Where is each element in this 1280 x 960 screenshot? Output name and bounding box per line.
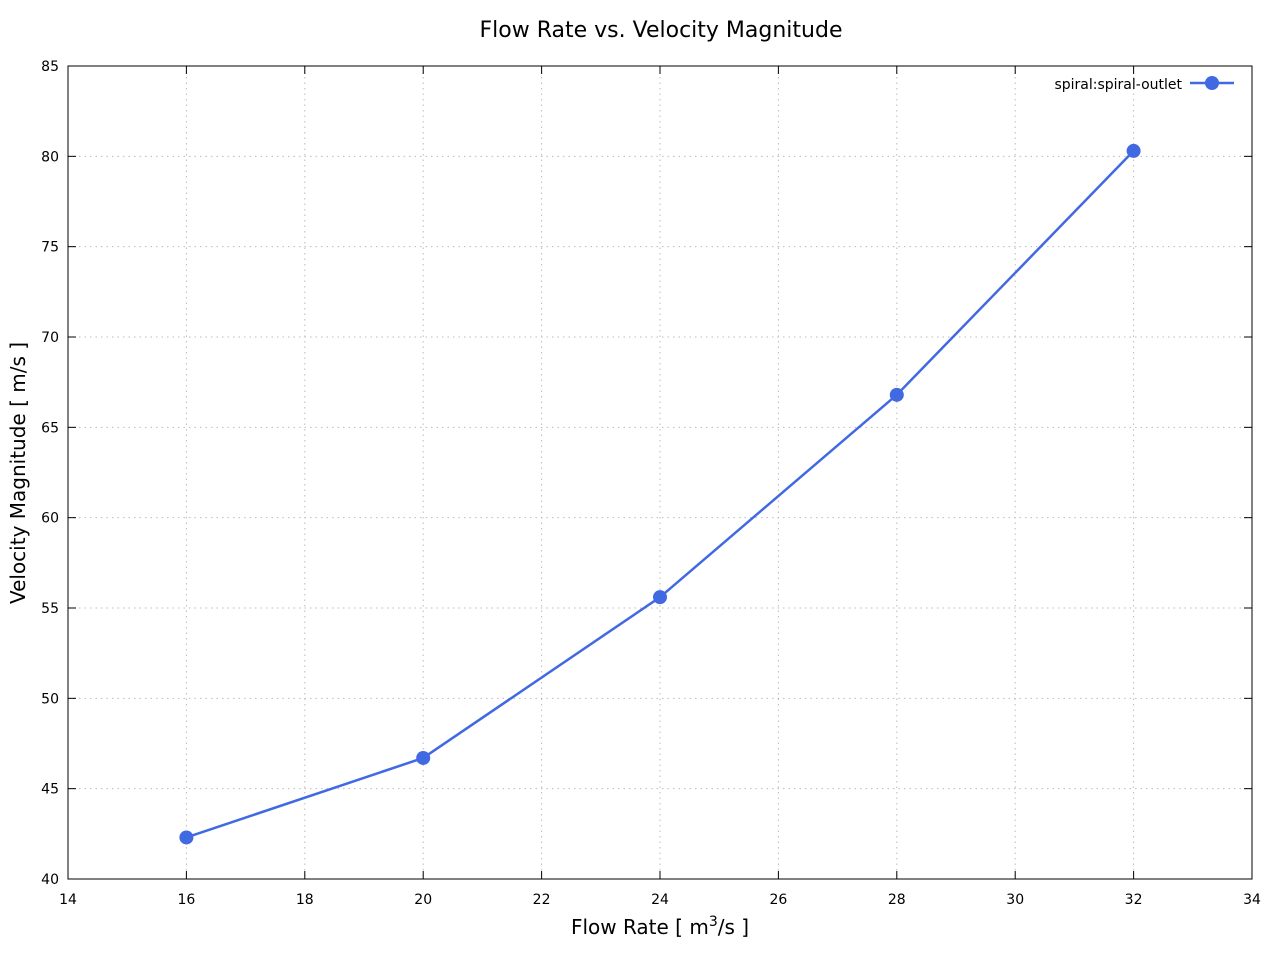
y-axis-tick-labels: 40 45 50 55 60 65 70 75 80 85 — [41, 59, 59, 888]
x-axis-tick-labels: 14 16 18 20 22 24 26 28 30 32 34 — [59, 892, 1261, 908]
y-tick-label: 70 — [41, 330, 59, 346]
data-point — [653, 590, 667, 605]
legend: spiral:spiral-outlet — [1054, 76, 1234, 93]
x-tick-label: 34 — [1243, 892, 1261, 908]
x-axis-label-tail: /s ] — [718, 915, 749, 939]
data-point — [1126, 143, 1141, 158]
y-tick-label: 40 — [41, 872, 59, 888]
x-tick-label: 30 — [1006, 892, 1024, 908]
x-tick-label: 24 — [651, 892, 669, 908]
x-tick-label: 32 — [1125, 892, 1143, 908]
legend-marker — [1205, 76, 1219, 90]
axis-ticks — [67, 65, 1253, 880]
x-axis-label: Flow Rate [ m3/s ] — [571, 914, 749, 939]
y-tick-label: 50 — [41, 691, 59, 707]
x-tick-label: 14 — [59, 892, 77, 908]
x-tick-label: 26 — [769, 892, 787, 908]
y-axis-label: Velocity Magnitude [ m/s ] — [6, 342, 30, 604]
x-tick-label: 22 — [533, 892, 551, 908]
data-point — [889, 387, 904, 402]
x-tick-label: 20 — [414, 892, 432, 908]
data-point — [179, 830, 194, 845]
y-tick-label: 75 — [41, 240, 59, 256]
grid-lines — [68, 66, 1252, 879]
y-tick-label: 60 — [41, 511, 59, 527]
x-axis-label-superscript: 3 — [709, 914, 718, 930]
x-tick-label: 18 — [296, 892, 314, 908]
chart-title: Flow Rate vs. Velocity Magnitude — [480, 18, 843, 43]
series-group — [179, 143, 1141, 845]
data-point — [416, 750, 431, 765]
legend-label: spiral:spiral-outlet — [1054, 77, 1182, 93]
x-tick-label: 16 — [177, 892, 195, 908]
y-tick-label: 85 — [41, 59, 59, 75]
y-tick-label: 45 — [41, 782, 59, 798]
y-tick-label: 55 — [41, 601, 59, 617]
x-tick-label: 28 — [888, 892, 906, 908]
y-tick-label: 80 — [41, 149, 59, 165]
x-axis-label-main: Flow Rate [ m — [571, 915, 709, 939]
y-tick-label: 65 — [41, 420, 59, 436]
